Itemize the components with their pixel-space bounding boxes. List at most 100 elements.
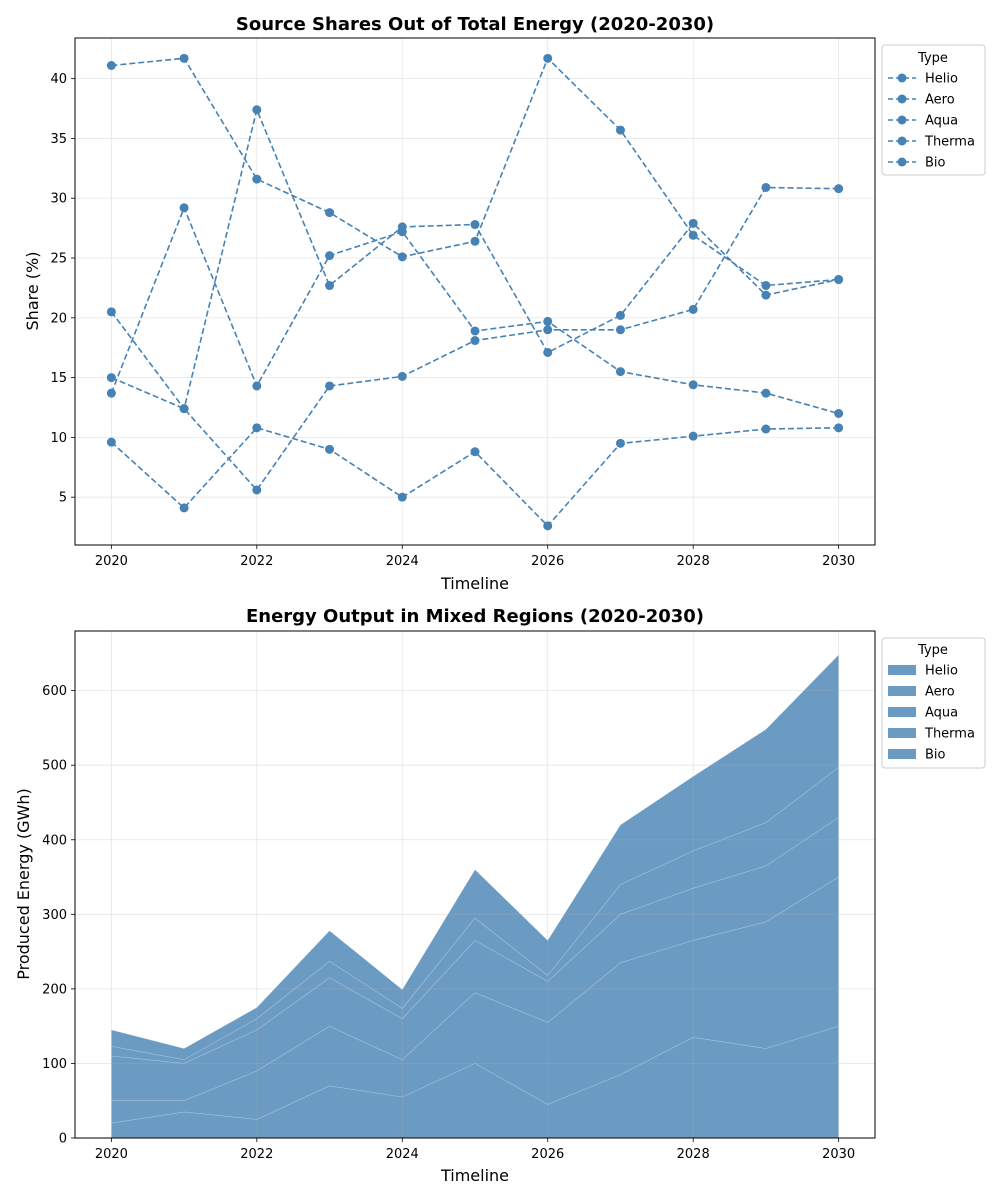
- y-tick-label: 200: [42, 982, 67, 997]
- legend-label: Aero: [925, 93, 955, 108]
- x-tick-label: 2020: [95, 1147, 128, 1162]
- data-point: [761, 182, 771, 192]
- y-tick-label: 100: [42, 1057, 67, 1072]
- series-group: [106, 53, 844, 531]
- chart-title: Energy Output in Mixed Regions (2020-203…: [246, 606, 704, 627]
- data-point: [106, 61, 116, 71]
- legend-marker: [897, 94, 907, 104]
- x-axis-label: Timeline: [440, 1166, 509, 1185]
- legend-swatch: [888, 749, 916, 759]
- data-point: [397, 252, 407, 262]
- data-point: [688, 380, 698, 390]
- data-point: [470, 447, 480, 457]
- x-tick-label: 2024: [386, 554, 419, 569]
- legend: Type Helio Aero Aqua Therma Bio: [881, 44, 986, 176]
- x-tick-label: 2028: [677, 1147, 710, 1162]
- x-tick-label: 2024: [386, 1147, 419, 1162]
- y-tick-label: 30: [50, 192, 67, 207]
- data-point: [106, 388, 116, 398]
- y-tick-label: 35: [50, 132, 67, 147]
- data-point: [470, 336, 480, 346]
- legend-swatch: [888, 728, 916, 738]
- data-point: [761, 388, 771, 398]
- y-tick-label: 300: [42, 908, 67, 923]
- plot-frame: [74, 630, 876, 1139]
- x-tick-label: 2022: [240, 1147, 273, 1162]
- series-group: [111, 654, 839, 1139]
- x-tick-label: 2030: [822, 1147, 855, 1162]
- legend-swatch: [888, 686, 916, 696]
- data-point: [615, 367, 625, 377]
- x-tick-label: 2026: [531, 554, 564, 569]
- data-point: [543, 325, 553, 335]
- area-bio: [111, 654, 839, 1061]
- legend-label: Aqua: [925, 706, 958, 721]
- x-tick-label: 2022: [240, 554, 273, 569]
- data-point: [470, 236, 480, 246]
- data-point: [252, 381, 262, 391]
- data-point: [252, 105, 262, 115]
- data-point: [397, 492, 407, 502]
- data-point: [615, 125, 625, 135]
- plot-frame: [74, 37, 876, 546]
- data-point: [543, 347, 553, 357]
- data-point: [470, 220, 480, 230]
- data-point: [834, 423, 844, 433]
- data-point: [106, 373, 116, 383]
- area-aero: [111, 876, 839, 1124]
- grid: [75, 631, 875, 1139]
- legend-label: Aqua: [925, 114, 958, 129]
- x-tick-label: 2020: [95, 554, 128, 569]
- legend-marker: [897, 73, 907, 83]
- legend: Type Helio Aero Aqua Therma Bio: [881, 637, 986, 769]
- legend-title: Type: [917, 643, 948, 658]
- data-point: [688, 230, 698, 240]
- chart-title: Source Shares Out of Total Energy (2020-…: [236, 14, 714, 35]
- data-point: [325, 251, 335, 261]
- data-point: [688, 431, 698, 441]
- y-tick-label: 600: [42, 684, 67, 699]
- line-chart: Source Shares Out of Total Energy (2020-…: [23, 14, 986, 593]
- x-axis-label: Timeline: [440, 574, 509, 593]
- data-point: [543, 53, 553, 63]
- data-point: [179, 53, 189, 63]
- y-axis-label: Share (%): [23, 252, 42, 331]
- data-point: [252, 485, 262, 495]
- legend-marker: [897, 115, 907, 125]
- data-point: [615, 438, 625, 448]
- data-point: [761, 290, 771, 300]
- y-tick-label: 500: [42, 759, 67, 774]
- legend-label: Bio: [925, 748, 946, 763]
- data-point: [761, 281, 771, 291]
- y-tick-label: 20: [50, 311, 67, 326]
- data-point: [106, 437, 116, 447]
- data-point: [543, 521, 553, 531]
- data-point: [252, 423, 262, 433]
- y-tick-label: 40: [50, 72, 67, 87]
- y-ticks: 5 10 15 20 25 30 35 40: [50, 72, 75, 506]
- x-tick-label: 2028: [677, 554, 710, 569]
- data-point: [325, 444, 335, 454]
- data-point: [470, 326, 480, 336]
- x-ticks: 2020 2022 2024 2026 2028 2030: [95, 545, 855, 569]
- legend-label: Helio: [925, 664, 958, 679]
- data-point: [615, 310, 625, 320]
- data-point: [688, 304, 698, 314]
- x-tick-label: 2026: [531, 1147, 564, 1162]
- data-point: [543, 316, 553, 326]
- data-point: [179, 203, 189, 213]
- legend-label: Bio: [925, 156, 946, 171]
- data-point: [106, 307, 116, 317]
- y-tick-label: 15: [50, 371, 67, 386]
- y-axis-label: Produced Energy (GWh): [14, 788, 33, 980]
- data-point: [615, 325, 625, 335]
- data-point: [325, 281, 335, 291]
- legend-label: Helio: [925, 72, 958, 87]
- legend-title: Type: [917, 51, 948, 66]
- legend-marker: [897, 136, 907, 146]
- data-point: [688, 218, 698, 228]
- x-tick-label: 2030: [822, 554, 855, 569]
- y-tick-label: 400: [42, 833, 67, 848]
- legend-label: Therma: [924, 727, 975, 742]
